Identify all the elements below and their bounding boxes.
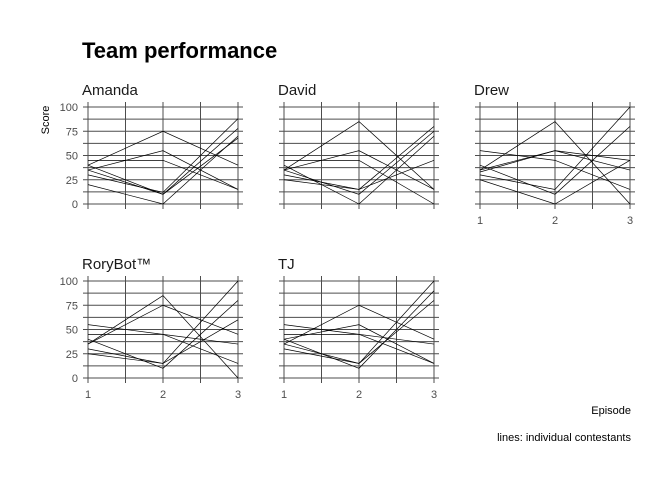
panel-1: Amanda 0 25 50 75 100 — [60, 82, 243, 211]
x-tick-label: 3 — [235, 389, 241, 401]
contestant-line-2 — [479, 150, 631, 190]
panel-5: TJ 1 2 3 — [278, 256, 439, 401]
contestant-line-6 — [283, 300, 435, 364]
panel-2: David — [278, 82, 439, 209]
y-tick-label: 100 — [60, 102, 78, 114]
panel-title: TJ — [278, 256, 295, 273]
x-tick-label: 2 — [356, 389, 362, 401]
x-tick-label: 1 — [85, 389, 91, 401]
panel-title: David — [278, 82, 316, 99]
contestant-line-1 — [283, 121, 435, 190]
x-tick-label: 1 — [477, 215, 483, 227]
x-tick-label: 2 — [552, 215, 558, 227]
chart-caption: lines: individual contestants — [497, 432, 631, 444]
contestant-line-7 — [284, 334, 435, 345]
panel-3: Drew 1 2 3 — [474, 82, 635, 227]
contestant-line-2 — [87, 150, 239, 190]
y-tick-label: 0 — [72, 373, 78, 385]
contestant-line-2 — [283, 150, 435, 190]
x-tick-label: 3 — [431, 389, 437, 401]
x-tick-label: 3 — [627, 215, 633, 227]
contestant-line-5 — [87, 300, 239, 369]
x-tick-label: 2 — [160, 389, 166, 401]
contestant-line-1 — [87, 130, 239, 166]
y-tick-label: 50 — [66, 325, 78, 337]
y-tick-label: 75 — [66, 126, 78, 138]
y-tick-label: 50 — [66, 151, 78, 163]
contestant-line-1 — [283, 304, 435, 345]
facet-panels: Amanda 0 25 50 75 100 David Drew 1 2 3 RoryBot™ 0 25 5… — [60, 82, 635, 401]
y-tick-label: 25 — [66, 175, 78, 187]
contestant-line-6 — [479, 160, 631, 205]
x-axis-title: Episode — [591, 405, 631, 417]
y-tick-label: 75 — [66, 300, 78, 312]
chart-title: Team performance — [82, 38, 277, 63]
contestant-line-7 — [283, 160, 435, 190]
y-tick-label: 25 — [66, 349, 78, 361]
contestant-line-6 — [283, 135, 435, 205]
contestant-line-4 — [479, 106, 631, 190]
contestant-line-5 — [479, 126, 631, 195]
panel-title: Drew — [474, 82, 509, 99]
y-axis-title: Score — [40, 106, 52, 135]
contestant-line-4 — [87, 118, 239, 193]
contestant-line-7 — [87, 135, 239, 205]
contestant-line-7 — [479, 150, 631, 173]
x-tick-label: 1 — [281, 389, 287, 401]
contestant-line-3 — [88, 160, 239, 190]
panel-4: RoryBot™ 0 25 50 75 100 1 2 3 — [60, 256, 243, 401]
contestant-line-3 — [87, 304, 239, 345]
contestant-line-7 — [88, 334, 239, 364]
y-tick-label: 0 — [72, 199, 78, 211]
panel-title: Amanda — [82, 82, 139, 99]
contestant-line-6 — [87, 319, 239, 364]
panel-title: RoryBot™ — [82, 256, 151, 273]
contestant-line-5 — [283, 290, 435, 369]
contestant-line-3 — [284, 160, 435, 205]
contestant-line-6 — [87, 137, 239, 195]
y-tick-label: 100 — [60, 276, 78, 288]
